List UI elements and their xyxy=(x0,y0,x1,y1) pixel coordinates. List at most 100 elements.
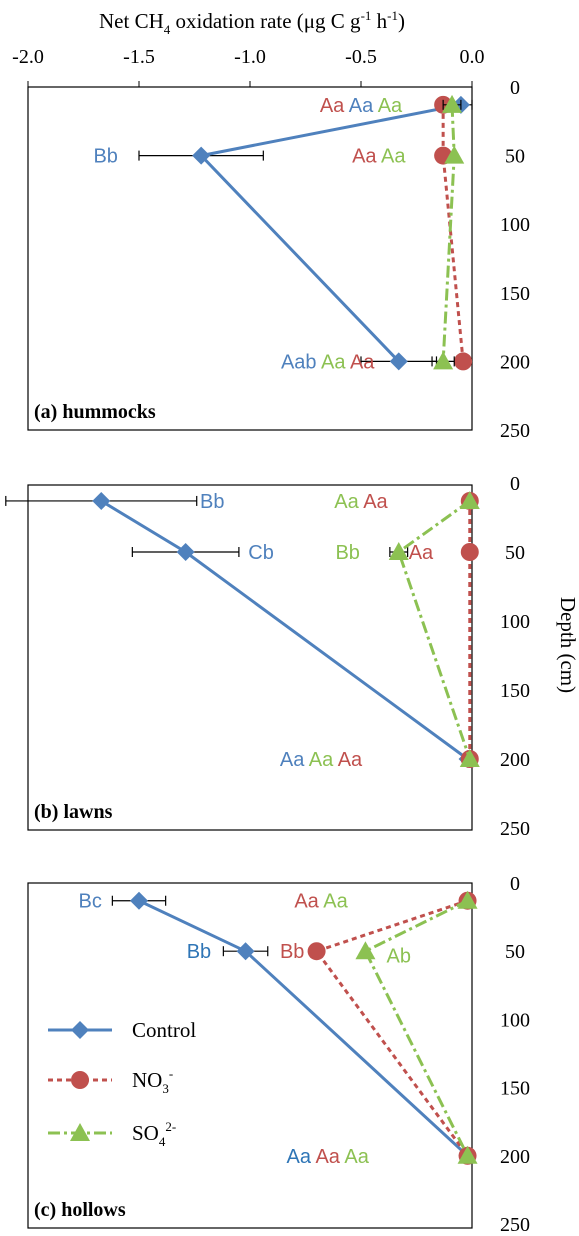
y-tick-label: 50 xyxy=(505,941,525,963)
y-tick-label: 200 xyxy=(500,1146,530,1168)
legend-label-no3: NO3- xyxy=(132,1066,173,1096)
annotation-part: Aa xyxy=(320,95,345,117)
y-tick-label: 150 xyxy=(500,283,530,305)
y-tick-label: 150 xyxy=(500,1078,530,1100)
legend-marker-no3 xyxy=(71,1071,89,1089)
annotation-label: Aa xyxy=(409,542,434,564)
annotation-part: Aa xyxy=(373,95,403,117)
annotation-part: Bb xyxy=(335,542,359,564)
marker-control xyxy=(389,352,408,371)
marker-so4 xyxy=(355,941,376,960)
marker-so4 xyxy=(459,490,480,509)
x-axis-title: Net CH4 oxidation rate (μg C g-1 h-1) xyxy=(99,8,405,37)
y-tick-label: 0 xyxy=(510,77,520,99)
panel-label: (b) lawns xyxy=(34,801,113,823)
marker-so4 xyxy=(457,890,478,909)
marker-so4 xyxy=(433,351,454,370)
y-tick-label: 0 xyxy=(510,873,520,895)
y-tick-label: 0 xyxy=(510,473,520,495)
annotation-label: Bb xyxy=(200,491,224,513)
y-tick-label: 100 xyxy=(500,611,530,633)
marker-control xyxy=(130,891,148,910)
annotation-label: Aa Aa xyxy=(352,146,406,168)
annotation-part: Ab xyxy=(387,945,411,967)
x-tick-label: -1.0 xyxy=(234,46,266,68)
marker-so4 xyxy=(442,94,463,113)
annotation-label: Aa Aa Aa xyxy=(320,95,403,117)
y-tick-label: 250 xyxy=(500,1214,530,1236)
y-tick-label: 250 xyxy=(500,818,530,840)
annotation-label: Bb xyxy=(93,146,117,168)
annotation-label: Bc xyxy=(78,891,101,913)
y-axis-title: Depth (cm) xyxy=(556,597,579,693)
marker-no3 xyxy=(307,942,326,961)
annotation-label: Ab xyxy=(387,945,411,967)
annotation-part: Aab xyxy=(281,351,317,373)
panel-label: (a) hummocks xyxy=(34,401,156,423)
annotation-part: Aa xyxy=(409,542,434,564)
y-tick-label: 50 xyxy=(505,542,525,564)
annotation-part: Aa xyxy=(287,1146,312,1168)
plot-frame xyxy=(27,86,473,431)
series-line-so4 xyxy=(363,899,469,1157)
x-tick-label: -1.5 xyxy=(123,46,155,68)
annotation-label: Cb xyxy=(248,542,274,564)
annotation-label: Aa Aa Aa xyxy=(280,749,363,771)
annotation-part: Aa xyxy=(352,146,377,168)
marker-so4 xyxy=(457,1145,478,1164)
annotation-part: Bb xyxy=(93,146,117,168)
y-tick-label: 50 xyxy=(505,146,525,168)
y-tick-label: 200 xyxy=(500,749,530,771)
x-tick-label: -0.5 xyxy=(345,46,377,68)
marker-control xyxy=(92,491,111,510)
plot-frame xyxy=(27,484,473,831)
panel-label: (c) hollows xyxy=(34,1199,126,1221)
marker-no3 xyxy=(460,543,479,561)
marker-control xyxy=(192,146,211,165)
annotation-part: Aa xyxy=(311,1146,341,1168)
x-tick-labels: -2.0 -1.5 -1.0 -0.5 0.0 xyxy=(12,46,484,68)
annotation-part: Aa xyxy=(340,1146,370,1168)
annotation-part: Bb xyxy=(187,941,211,963)
annotation-part: Aa xyxy=(334,491,359,513)
annotation-label: Bb xyxy=(187,941,211,963)
annotation-part: Bb xyxy=(200,491,224,513)
x-tick-label: 0.0 xyxy=(460,46,485,68)
annotation-part: Aa xyxy=(344,95,374,117)
y-tick-label: 100 xyxy=(500,1009,530,1031)
marker-so4 xyxy=(388,542,409,560)
annotation-part: Aa xyxy=(319,891,349,913)
series-line-so4 xyxy=(441,104,456,362)
y-tick-label: 250 xyxy=(500,420,530,442)
y-tick-label: 150 xyxy=(500,680,530,702)
annotation-part: Aa xyxy=(317,351,347,373)
plot-frame xyxy=(27,882,473,1229)
annotation-label: Bb xyxy=(335,542,359,564)
series-line-no3 xyxy=(314,899,469,1157)
legend: Control NO3- SO42- xyxy=(48,1018,196,1149)
annotation-part: Aa xyxy=(359,491,389,513)
annotation-label: Aab Aa Aa xyxy=(281,351,375,373)
annotation-part: Bc xyxy=(78,891,101,913)
legend-label-so4: SO42- xyxy=(132,1119,176,1149)
annotation-part: Aa xyxy=(345,351,375,373)
annotation-part: Aa xyxy=(333,749,363,771)
annotation-label: Bb xyxy=(280,941,304,963)
marker-no3 xyxy=(454,352,473,371)
annotation-part: Bb xyxy=(280,941,304,963)
series-line-control xyxy=(100,499,469,761)
annotation-part: Aa xyxy=(304,749,334,771)
marker-control xyxy=(176,543,195,561)
annotation-label: Aa Aa xyxy=(294,891,348,913)
annotation-part: Aa xyxy=(280,749,305,771)
legend-marker-so4 xyxy=(70,1123,90,1141)
annotation-label: Aa Aa xyxy=(334,491,388,513)
marker-so4 xyxy=(459,749,480,767)
legend-marker-control xyxy=(71,1021,89,1039)
marker-so4 xyxy=(444,145,465,164)
series-line-so4 xyxy=(396,499,472,760)
annotation-part: Aa xyxy=(294,891,319,913)
